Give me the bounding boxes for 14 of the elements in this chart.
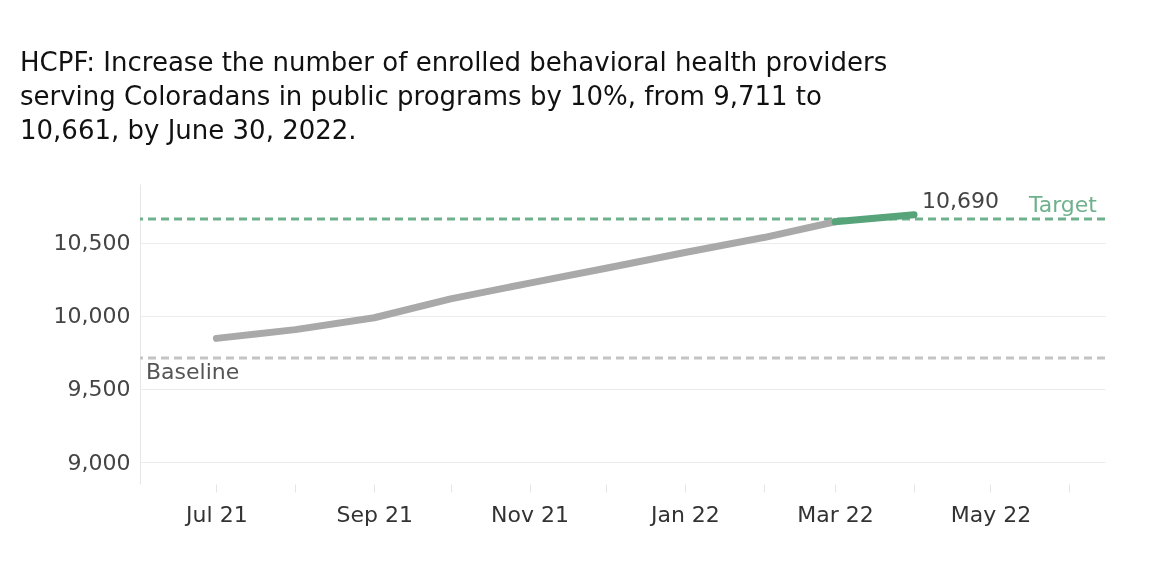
y-tick-label: 10,500 xyxy=(53,230,131,256)
y-tick-label: 9,000 xyxy=(67,449,131,475)
x-tick-label: May 22 xyxy=(950,501,1032,527)
x-tick-label: Jul 21 xyxy=(184,501,248,527)
chart-title: HCPF: Increase the number of enrolled behavioral health providers serving Coloradans in public programs by 10%, from 9,711 to 10,661, by June 30, 2022. xyxy=(20,47,888,145)
y-tick-label: 9,500 xyxy=(67,376,131,402)
x-tick-label: Mar 22 xyxy=(797,501,874,527)
ref-line-label: Baseline xyxy=(146,359,240,384)
y-tick-label: 10,000 xyxy=(53,303,131,329)
x-tick-label: Nov 21 xyxy=(491,501,570,527)
x-tick-label: Sep 21 xyxy=(336,501,413,527)
data-label: 10,690 xyxy=(922,187,1000,213)
ref-line-label: Target xyxy=(1027,191,1098,217)
x-tick-label: Jan 22 xyxy=(648,501,720,527)
